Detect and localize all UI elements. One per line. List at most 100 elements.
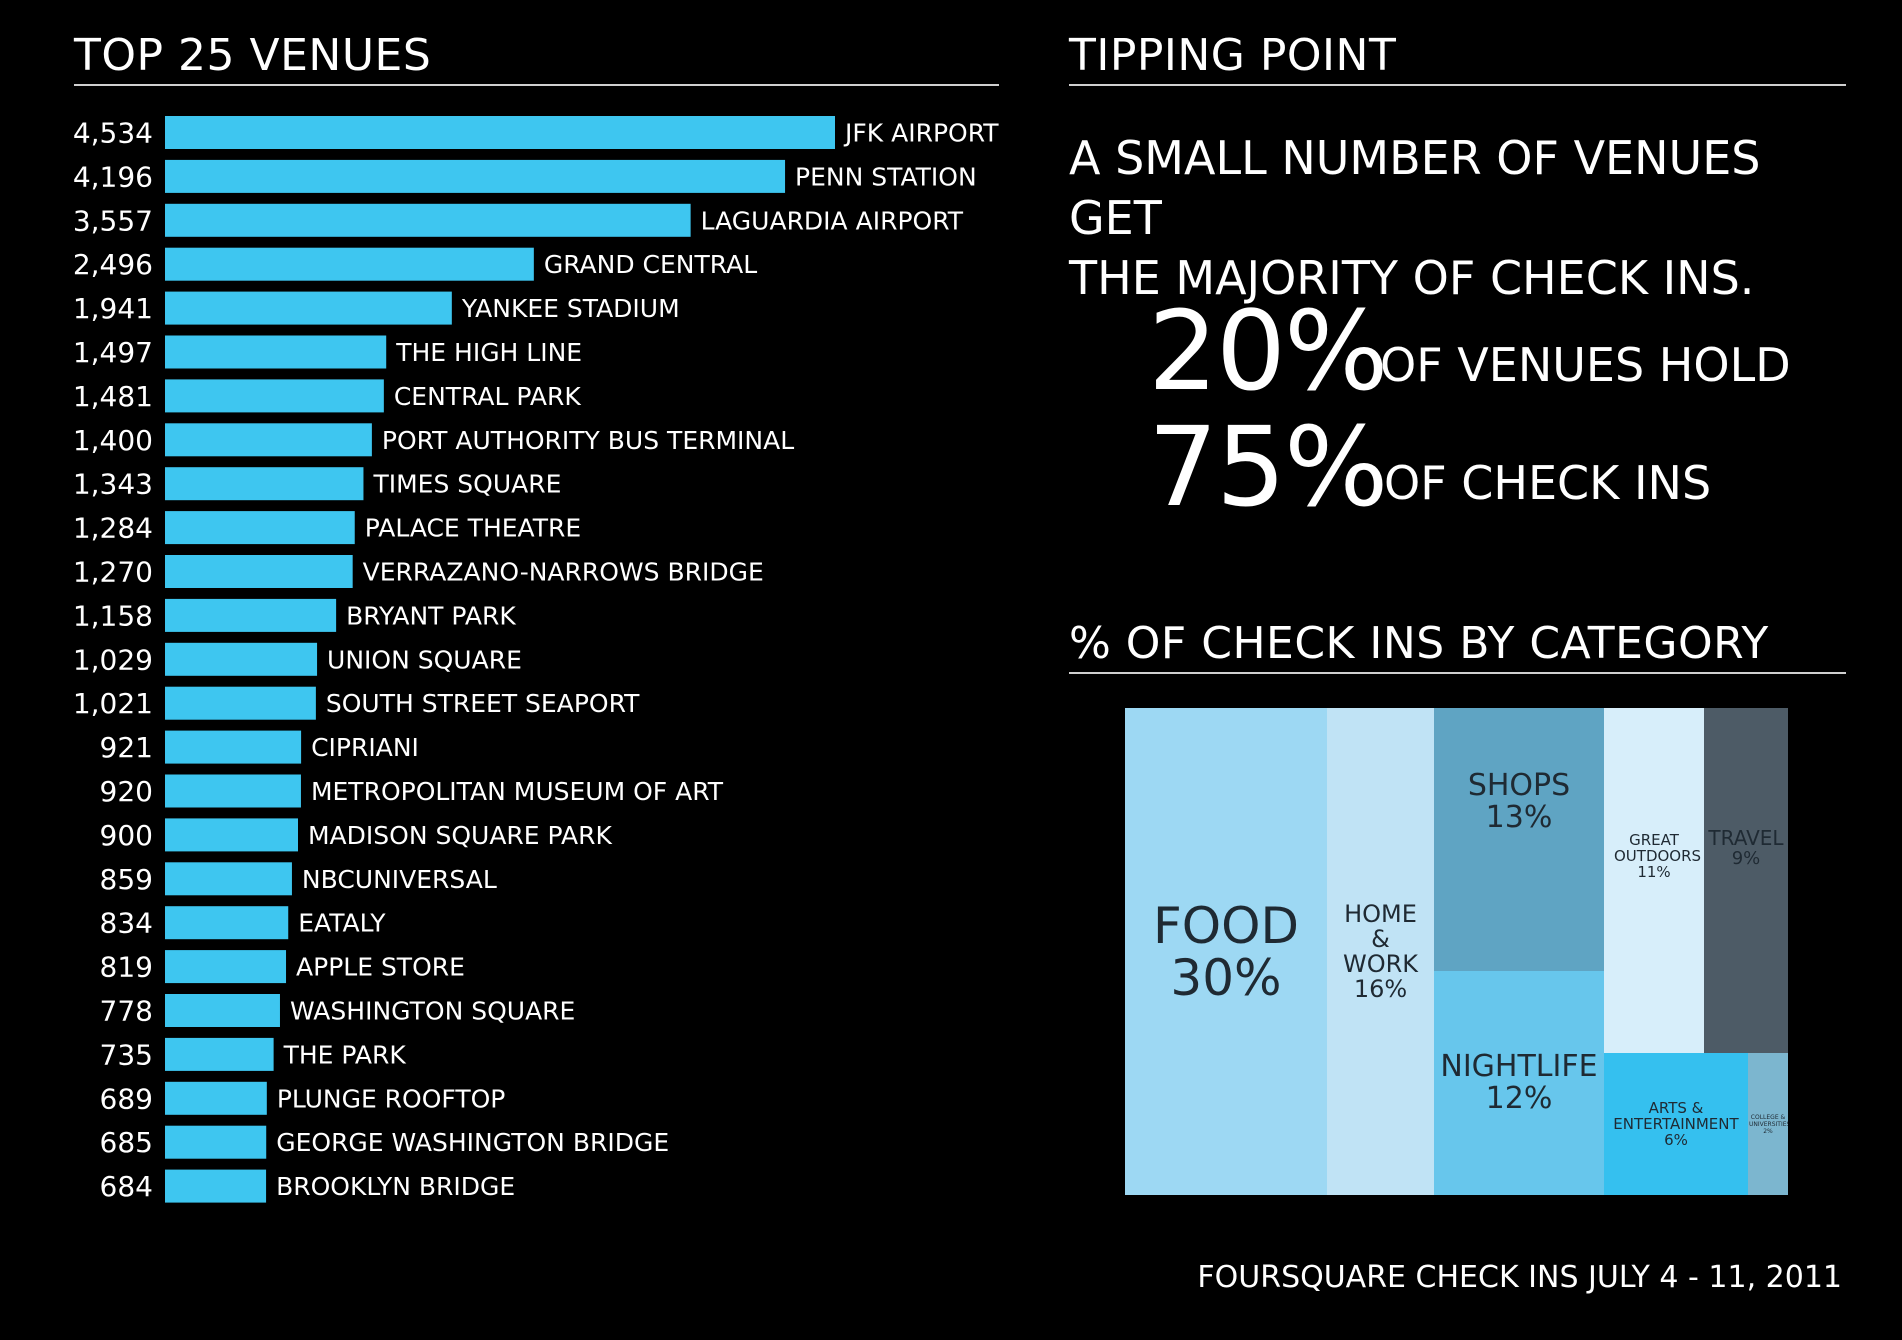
venue-bar	[165, 1169, 267, 1203]
category-rule	[1069, 672, 1846, 674]
venue-bar	[165, 686, 316, 720]
bar-category-label: PLUNGE ROOFTOP	[277, 1084, 506, 1113]
bar-category-label: GEORGE WASHINGTON BRIDGE	[276, 1128, 669, 1157]
treemap-pct-home-work: 16%	[1353, 974, 1408, 1003]
top-venues-rule	[74, 84, 999, 86]
treemap-label-great-outdoors: GREAT OUTDOORS	[1614, 831, 1702, 865]
bar-value-label: 900	[100, 819, 153, 852]
treemap-cell-nightlife: NIGHTLIFE 12%	[1434, 971, 1604, 1195]
venue-bar	[165, 1037, 274, 1071]
bar-value-label: 778	[100, 995, 153, 1028]
stat-checkins-text: OF CHECK INS	[1384, 456, 1712, 510]
bar-value-label: 684	[100, 1170, 153, 1203]
bar-category-label: MADISON SQUARE PARK	[308, 821, 612, 850]
top-venues-bar-chart: 4,534 JFK AIRPORT 4,196 PENN STATION 3,557 LA…	[74, 116, 999, 1203]
venue-bar	[165, 291, 452, 325]
bar-value-label: 920	[100, 775, 153, 808]
bar-category-label: GRAND CENTRAL	[544, 250, 757, 279]
bar-value-label: 1,343	[74, 468, 153, 501]
treemap-cell-food: FOOD 30%	[1125, 708, 1327, 1195]
headline-line-1: A SMALL NUMBER OF VENUES GET	[1069, 131, 1761, 245]
treemap-label-food: FOOD	[1153, 896, 1299, 955]
venue-bar	[165, 555, 353, 588]
tipping-point-headline: A SMALL NUMBER OF VENUES GET THE MAJORIT…	[1069, 128, 1859, 308]
bar-category-label: TIMES SQUARE	[372, 470, 561, 499]
treemap-pct-great-outdoors: 11%	[1637, 863, 1671, 881]
treemap-label-home-work: HOME & WORK	[1342, 899, 1419, 978]
bar-category-label: THE PARK	[283, 1040, 407, 1069]
treemap-cell-great-outdoors: GREAT OUTDOORS 11%	[1604, 708, 1704, 1053]
bar-value-label: 735	[100, 1038, 153, 1071]
bar-category-label: LAGUARDIA AIRPORT	[701, 206, 964, 235]
venue-bar	[165, 774, 301, 808]
venue-bar	[165, 379, 384, 413]
stat-checkins-value: 75%	[1148, 403, 1388, 531]
bar-category-label: WASHINGTON SQUARE	[290, 997, 575, 1026]
bar-value-label: 1,497	[74, 336, 153, 369]
bar-category-label: APPLE STORE	[296, 953, 465, 982]
bar-category-label: EATALY	[298, 909, 386, 938]
bar-category-label: CENTRAL PARK	[394, 382, 582, 411]
treemap-cell-arts: ARTS & ENTERTAINMENT 6%	[1604, 1053, 1748, 1195]
venue-bar	[165, 598, 337, 632]
stat-venues-value: 20%	[1148, 287, 1388, 415]
stat-venues-text: OF VENUES HOLD	[1380, 338, 1791, 392]
bar-value-label: 1,481	[74, 380, 153, 413]
venue-bar	[165, 994, 280, 1027]
treemap-label-college: COLLEGE & UNIVERSITIES	[1749, 1113, 1788, 1128]
tipping-point-rule	[1069, 84, 1846, 86]
headline-line-2: THE MAJORITY OF CHECK INS.	[1069, 251, 1755, 305]
tipping-point-title: TIPPING POINT	[1069, 30, 1397, 81]
top-venues-title: TOP 25 VENUES	[74, 30, 432, 81]
treemap-label-travel: TRAVEL	[1708, 826, 1784, 850]
bar-category-label: THE HIGH LINE	[395, 338, 582, 367]
bar-category-label: NBCUNIVERSAL	[302, 865, 497, 894]
bar-value-label: 1,284	[74, 512, 153, 545]
bar-value-label: 1,021	[74, 687, 153, 720]
venue-bar	[165, 335, 387, 369]
treemap-cell-home-work: HOME & WORK 16%	[1327, 708, 1434, 1195]
venue-bar	[165, 642, 318, 676]
bar-category-label: UNION SQUARE	[327, 645, 522, 674]
footer-source: FOURSQUARE CHECK INS JULY 4 - 11, 2011	[1197, 1260, 1842, 1295]
treemap-pct-shops: 13%	[1485, 800, 1553, 835]
bar-value-label: 1,270	[74, 556, 153, 589]
bar-category-label: BROOKLYN BRIDGE	[276, 1172, 515, 1201]
treemap-label-nightlife: NIGHTLIFE	[1440, 1049, 1598, 1084]
bar-category-label: CIPRIANI	[311, 733, 419, 762]
stat-venues: 20% OF VENUES HOLD	[1148, 296, 1791, 406]
venue-bar	[165, 511, 355, 545]
venue-bar	[165, 1125, 267, 1159]
bar-category-label: METROPOLITAN MUSEUM OF ART	[311, 777, 724, 806]
bar-value-label: 2,496	[74, 248, 153, 281]
bar-value-label: 921	[100, 731, 153, 764]
bar-value-label: 685	[100, 1126, 153, 1159]
category-treemap: FOOD 30% HOME & WORK 16% SHOPS 13% NIGHT…	[1125, 708, 1788, 1195]
bar-value-label: 1,029	[74, 643, 153, 676]
bar-category-label: BRYANT PARK	[346, 601, 516, 630]
bar-category-label: YANKEE STADIUM	[461, 294, 680, 323]
bar-category-label: JFK AIRPORT	[843, 119, 999, 148]
stat-checkins: 75% OF CHECK INS	[1148, 412, 1711, 522]
venue-bar	[165, 467, 364, 501]
venue-bar	[165, 906, 289, 940]
bar-value-label: 834	[100, 907, 153, 940]
bar-value-label: 689	[100, 1082, 153, 1115]
treemap-pct-nightlife: 12%	[1485, 1081, 1553, 1116]
venue-bar	[165, 818, 298, 852]
treemap-pct-food: 30%	[1170, 948, 1282, 1007]
treemap-pct-arts: 6%	[1664, 1131, 1688, 1149]
venue-bar	[165, 862, 292, 896]
venue-bar	[165, 116, 835, 149]
treemap-pct-college: 2%	[1763, 1127, 1773, 1135]
bar-value-label: 4,534	[74, 117, 153, 150]
treemap-cell-college: COLLEGE & UNIVERSITIES 2%	[1748, 1053, 1788, 1195]
treemap-pct-travel: 9%	[1731, 848, 1761, 869]
venue-bar	[165, 730, 302, 764]
bar-value-label: 3,557	[74, 204, 153, 237]
bar-value-label: 4,196	[74, 160, 153, 193]
treemap-label-arts: ARTS & ENTERTAINMENT	[1613, 1099, 1739, 1133]
bar-value-label: 859	[100, 863, 153, 896]
bar-value-label: 1,158	[74, 599, 153, 632]
treemap-cell-travel: TRAVEL 9%	[1704, 708, 1788, 1053]
